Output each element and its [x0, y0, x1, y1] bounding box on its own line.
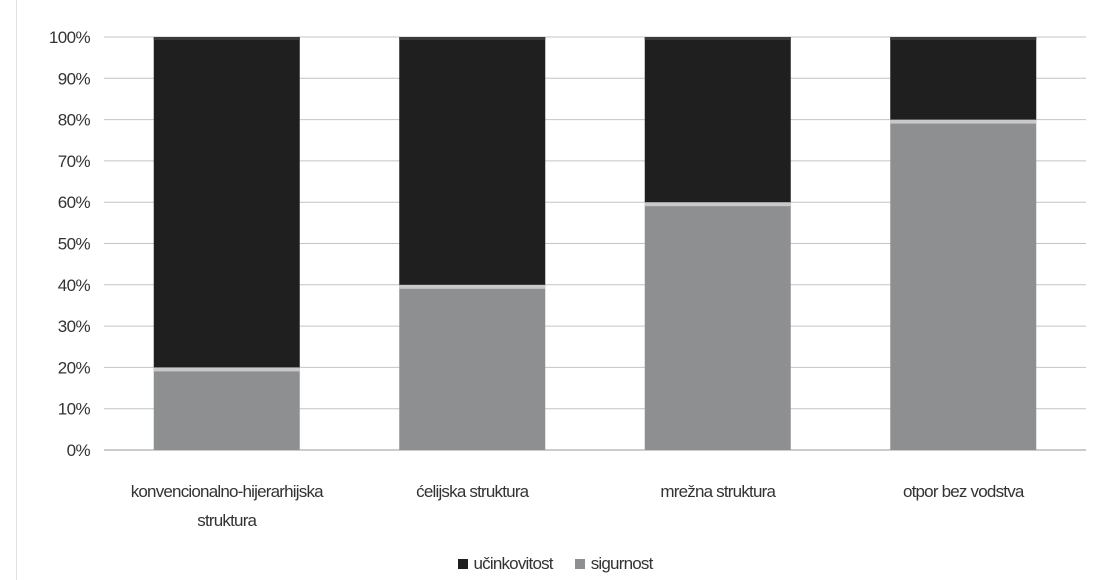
x-category-label: ćelijska struktura [416, 482, 530, 501]
bar-segment-highlight [399, 37, 546, 40]
y-tick-label: 20% [58, 358, 91, 377]
bar-segment-sigurnost [399, 284, 546, 450]
bar-segment-učinkovitost [153, 37, 300, 368]
x-category-label: otpor bez vodstva [903, 482, 1025, 501]
bar-segment-sigurnost [644, 202, 791, 450]
y-tick-label: 30% [58, 317, 91, 336]
bar-segment-highlight [153, 367, 300, 372]
chart-frame-left-edge [16, 0, 17, 580]
y-tick-label: 60% [58, 193, 91, 212]
legend-label: sigurnost [590, 554, 654, 573]
y-tick-label: 100% [49, 28, 91, 47]
y-tick-label: 70% [58, 152, 91, 171]
bar-segment-highlight [644, 202, 791, 207]
legend-item-sigurnost: sigurnost [574, 554, 654, 574]
x-category-label: mrežna struktura [660, 482, 776, 501]
legend-swatch [574, 559, 585, 569]
y-tick-label: 80% [58, 111, 91, 130]
chart-legend: učinkovitost sigurnost [0, 554, 1110, 574]
bar-segment-učinkovitost [644, 37, 791, 203]
bar-segment-sigurnost [890, 119, 1037, 450]
bar-segment-sigurnost [153, 367, 300, 450]
legend-label: učinkovitost [473, 554, 554, 573]
y-tick-label: 50% [58, 235, 91, 254]
bar-segment-highlight [399, 284, 546, 289]
bar-segment-highlight [890, 119, 1037, 124]
y-tick-label: 40% [58, 276, 91, 295]
legend-swatch [457, 559, 468, 569]
bar-segment-highlight [153, 37, 300, 40]
bar-segment-učinkovitost [890, 37, 1037, 120]
y-tick-label: 90% [58, 69, 91, 88]
bar-segment-učinkovitost [399, 37, 546, 285]
x-category-label: konvencionalno-hijerarhijska [131, 482, 324, 501]
x-category-label: struktura [197, 511, 257, 530]
y-tick-label: 0% [67, 441, 91, 460]
y-tick-label: 10% [58, 400, 91, 419]
stacked-bar-chart: 0% 10% 20% 30% 40% 50% 60% 70% 80% 90% 100% konvenc… [49, 28, 1086, 530]
bar-segment-highlight [890, 37, 1037, 40]
legend-item-učinkovitost: učinkovitost [457, 554, 554, 574]
bar-segment-highlight [644, 37, 791, 40]
